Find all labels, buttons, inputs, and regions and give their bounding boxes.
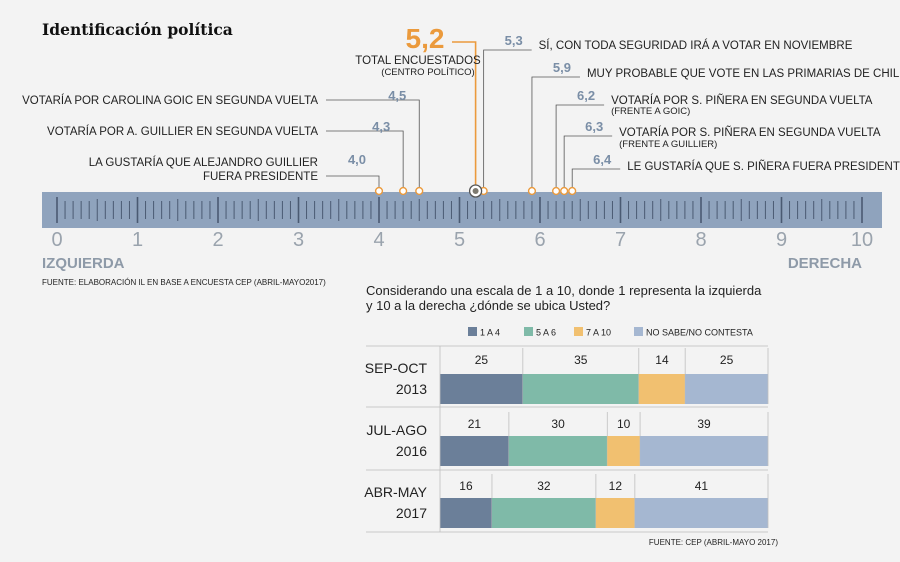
point-value: 5,3 [505,33,523,48]
point-value: 4,3 [372,119,390,134]
legend-label: NO SABE/NO CONTESTA [646,328,753,338]
row-label-year: 2013 [396,381,427,397]
highlight-value: 5,2 [406,23,445,54]
point-marker [568,186,577,196]
point-marker [399,186,408,196]
scale-right-label: DERECHA [788,255,862,272]
point-value: 5,9 [553,60,571,75]
scale-tick-label: 5 [454,229,465,251]
legend-swatch [574,327,583,336]
legend-swatch [634,327,643,336]
point-label: VOTARÍA POR A. GUILLIER EN SEGUNDA VUELT… [47,125,318,138]
self-placement-bar-chart: Considerando una escala de 1 a 10, donde… [364,283,769,533]
point-label: VOTARÍA POR S. PIÑERA EN SEGUNDA VUELTA [619,126,881,139]
page-title: Identificación política [42,20,233,39]
point-marker [560,186,569,196]
scale-tick-label: 10 [851,229,873,251]
point-value: 4,5 [388,88,406,103]
bar-value: 14 [655,353,669,367]
point-leader [531,76,580,189]
highlight-leader [452,41,477,190]
scale-tick-label: 9 [776,229,787,251]
bar-value: 32 [537,479,551,493]
scale-left-label: IZQUIERDA [42,255,125,272]
bar-value: 35 [574,353,588,367]
scale-tick-label: 1 [132,229,143,251]
bar-chart-question: Considerando una escala de 1 a 10, donde… [366,283,762,298]
bar-segment [685,374,768,404]
scale-tick-label: 7 [615,229,626,251]
bar-segment [640,436,768,466]
legend-swatch [468,327,477,336]
bar-segment [522,374,639,404]
point-leader [326,130,404,189]
bar-segment [638,374,686,404]
point-value: 6,2 [577,88,595,103]
point-leader [326,99,420,189]
point-label: VOTARÍA POR S. PIÑERA EN SEGUNDA VUELTA [611,94,873,107]
scale-tick-label: 8 [695,229,706,251]
bar-segment [595,498,635,528]
point-leader [555,104,605,189]
bar-value: 25 [475,353,489,367]
point-sublabel: (FRENTE A GUILLIER) [619,139,717,150]
point-label: SÍ, CON TODA SEGURIDAD IRÁ A VOTAR EN NO… [539,39,853,52]
source-note-bars: FUENTE: CEP (ABRIL-MAYO 2017) [649,538,778,547]
bar-value: 10 [617,417,631,431]
legend-label: 1 A 4 [480,328,500,338]
row-label-period: SEP-OCT [365,360,428,376]
point-label: VOTARÍA POR CAROLINA GOIC EN SEGUNDA VUE… [22,94,318,107]
bar-value: 12 [609,479,623,493]
scale-tick-label: 3 [293,229,304,251]
point-marker [551,186,561,196]
bar-value: 39 [697,417,711,431]
point-leader [483,49,532,189]
bar-value: 25 [720,353,734,367]
row-label-year: 2016 [396,443,427,459]
row-label-period: JUL-AGO [366,422,427,438]
point-label: LA GUSTARÍA QUE ALEJANDRO GUILLIER [89,156,318,169]
highlight-label: TOTAL ENCUESTADOS [355,55,481,67]
scale-tick-label: 4 [373,229,384,251]
point-value: 6,3 [585,119,603,134]
source-note-scale: FUENTE: ELABORACIÓN IL EN BASE A ENCUEST… [42,278,326,287]
scale-tick-label: 0 [51,229,62,251]
point-label: LE GUSTARÍA QUE S. PIÑERA FUERA PRESIDEN… [627,160,900,173]
legend-label: 7 A 10 [586,328,611,338]
bar-segment [440,498,492,528]
bar-value: 21 [468,417,482,431]
bar-segment [508,436,608,466]
bar-segment [607,436,641,466]
point-leader [563,135,613,189]
bar-segment [440,374,523,404]
point-marker [527,186,537,196]
bar-segment [634,498,768,528]
point-sublabel: (FRENTE A GOIC) [611,106,690,117]
scale-tick-label: 6 [534,229,545,251]
bar-segment [491,498,596,528]
point-leader [571,168,621,189]
point-leader [326,175,380,189]
scale-tick-label: 2 [212,229,223,251]
bar-value: 41 [695,479,709,493]
bar-segment [440,436,509,466]
point-marker [374,186,384,196]
bar-value: 16 [459,479,473,493]
bar-value: 30 [551,417,565,431]
legend-label: 5 A 6 [536,328,556,338]
ruler-bar [42,192,882,228]
highlight-marker [472,188,479,194]
bar-chart-question: y 10 a la derecha ¿dónde se ubica Usted? [366,298,610,313]
point-value: 6,4 [593,152,612,167]
point-label-line2: FUERA PRESIDENTE [203,171,318,183]
point-label: MUY PROBABLE QUE VOTE EN LAS PRIMARIAS D… [587,68,900,80]
row-label-year: 2017 [396,505,427,521]
point-marker [415,186,424,196]
point-value: 4,0 [348,152,366,167]
row-label-period: ABR-MAY [364,484,427,500]
legend-swatch [524,327,533,336]
highlight-sublabel: (CENTRO POLÍTICO) [381,67,474,78]
